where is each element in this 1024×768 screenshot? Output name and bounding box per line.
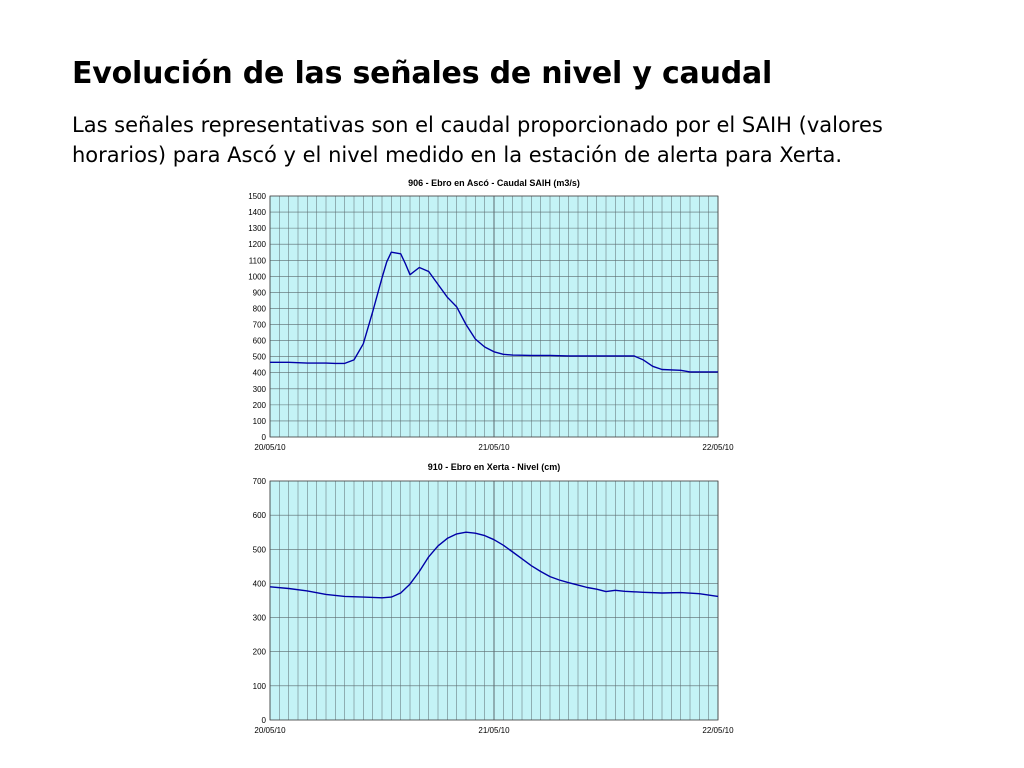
y-tick-label: 500 (253, 353, 267, 362)
y-tick-label: 400 (253, 579, 267, 588)
chart-nivel-svg: 910 - Ebro en Xerta - Nivel (cm) 0 100 200 3… (253, 462, 734, 735)
y-tick-label: 600 (253, 511, 267, 520)
page-title: Evolución de las señales de nivel y caud… (72, 56, 773, 91)
chart-caudal-asco: 906 - Ebro en Ascó - Caudal SAIH (m3/s) 0… (243, 173, 751, 458)
plot-frame (269, 195, 719, 438)
page-subtitle: Las señales representativas son el cauda… (72, 113, 883, 167)
y-tick-label: 700 (253, 477, 267, 486)
y-tick-label: 700 (253, 321, 267, 330)
y-tick-label: 300 (253, 385, 267, 394)
chart-nivel-xerta: 910 - Ebro en Xerta - Nivel (cm) 0 100 200 3… (243, 460, 751, 740)
chart-caudal-svg: 906 - Ebro en Ascó - Caudal SAIH (m3/s) 0… (248, 178, 734, 452)
y-tick-label: 0 (262, 716, 267, 725)
x-tick-label: 21/05/10 (478, 726, 510, 735)
y-tick-label: 0 (262, 433, 267, 442)
y-tick-label: 500 (253, 545, 267, 554)
plot-frame (269, 480, 719, 721)
y-tick-label: 200 (253, 401, 267, 410)
series-line (270, 251, 718, 373)
y-tick-label: 600 (253, 337, 267, 346)
x-tick-label: 22/05/10 (702, 726, 734, 735)
y-tick-label: 100 (253, 682, 267, 691)
y-tick-label: 800 (253, 304, 267, 313)
y-tick-label: 1500 (248, 192, 266, 201)
y-tick-label: 1000 (248, 272, 266, 281)
x-tick-label: 21/05/10 (478, 443, 510, 452)
y-tick-label: 900 (253, 288, 267, 297)
chart-title: 906 - Ebro en Ascó - Caudal SAIH (m3/s) (408, 178, 580, 188)
x-tick-label: 22/05/10 (702, 443, 734, 452)
y-tick-label: 1200 (248, 240, 266, 249)
x-tick-label: 20/05/10 (254, 726, 286, 735)
chart-title: 910 - Ebro en Xerta - Nivel (cm) (428, 462, 561, 472)
y-tick-label: 200 (253, 648, 267, 657)
y-tick-label: 300 (253, 614, 267, 623)
series-line (269, 531, 719, 599)
y-tick-label: 1300 (248, 224, 266, 233)
y-tick-label: 1400 (248, 208, 266, 217)
y-tick-label: 100 (253, 417, 267, 426)
y-tick-label: 400 (253, 369, 267, 378)
x-tick-label: 20/05/10 (254, 443, 286, 452)
y-tick-label: 1100 (249, 256, 267, 265)
